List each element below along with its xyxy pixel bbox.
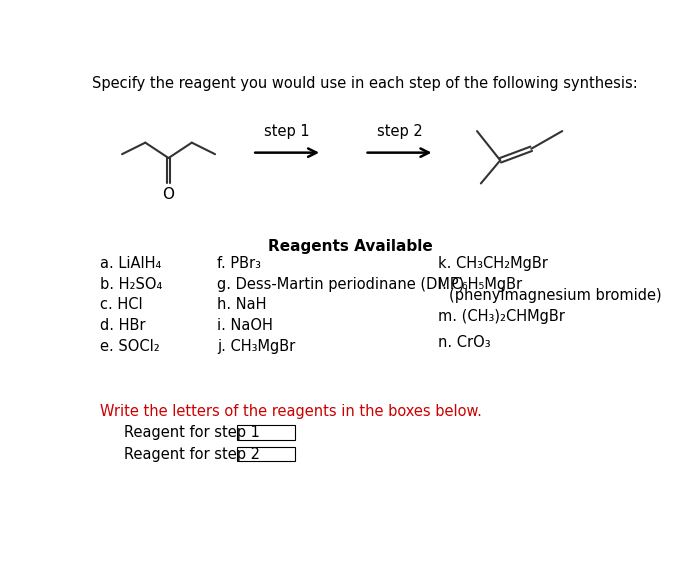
Text: g. Dess-Martin periodinane (DMP): g. Dess-Martin periodinane (DMP) [217, 277, 464, 292]
Text: c. HCl: c. HCl [99, 298, 142, 313]
Text: m. (CH₃)₂CHMgBr: m. (CH₃)₂CHMgBr [438, 309, 565, 324]
Text: l. C₆H₅MgBr: l. C₆H₅MgBr [438, 277, 523, 292]
Text: k. CH₃CH₂MgBr: k. CH₃CH₂MgBr [438, 256, 548, 271]
Text: b. H₂SO₄: b. H₂SO₄ [99, 277, 162, 292]
Text: Specify the reagent you would use in each step of the following synthesis:: Specify the reagent you would use in eac… [92, 76, 638, 91]
Text: (phenylmagnesium bromide): (phenylmagnesium bromide) [449, 288, 662, 303]
Text: i. NaOH: i. NaOH [217, 318, 273, 333]
Text: d. HBr: d. HBr [99, 318, 145, 333]
Text: a. LiAlH₄: a. LiAlH₄ [99, 256, 161, 271]
Text: Write the letters of the reagents in the boxes below.: Write the letters of the reagents in the… [99, 404, 482, 419]
Text: e. SOCl₂: e. SOCl₂ [99, 339, 160, 354]
Text: Reagents Available: Reagents Available [269, 239, 433, 254]
Text: step 2: step 2 [377, 124, 423, 139]
Text: step 1: step 1 [264, 124, 310, 139]
Text: f. PBr₃: f. PBr₃ [217, 256, 262, 271]
Bar [237, 425, 295, 440]
Text: n. CrO₃: n. CrO₃ [438, 335, 491, 350]
Bar [237, 447, 295, 461]
Text: Reagent for step 2: Reagent for step 2 [125, 447, 260, 462]
Text: O: O [162, 187, 175, 202]
Text: j. CH₃MgBr: j. CH₃MgBr [217, 339, 296, 354]
Text: h. NaH: h. NaH [217, 298, 267, 313]
Text: Reagent for step 1: Reagent for step 1 [125, 425, 260, 440]
